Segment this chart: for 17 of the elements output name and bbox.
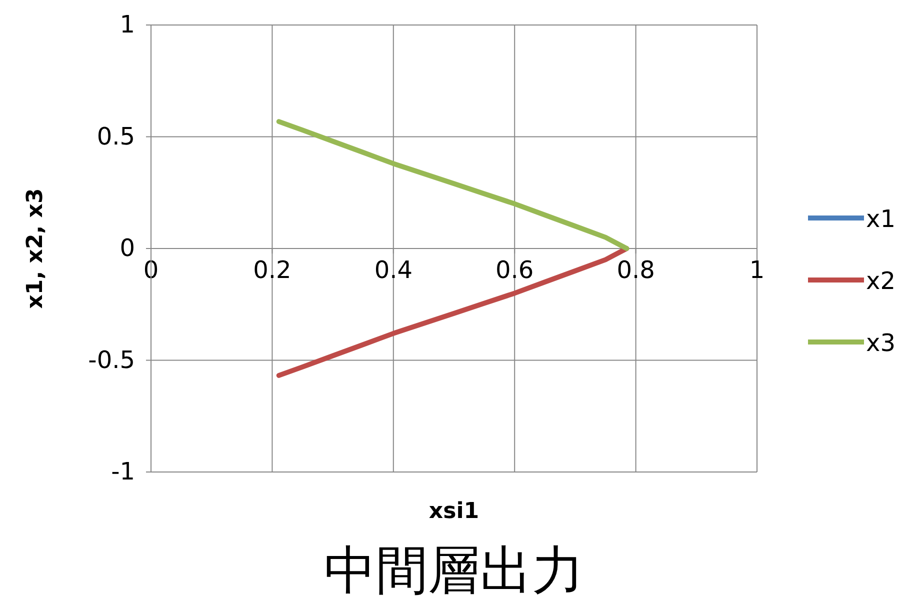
legend-label: x1 — [866, 205, 896, 233]
x-tick-label: 0.8 — [616, 256, 655, 284]
x-axis-title: xsi1 — [428, 499, 480, 524]
x-tick-label: 0.4 — [374, 256, 412, 284]
y-tick-label: 0.5 — [96, 122, 135, 150]
y-axis-title: x1, x2, x3 — [23, 188, 48, 309]
x-tick-label: 0.6 — [496, 256, 534, 284]
x-tick-label: 0.2 — [253, 256, 292, 284]
y-tick-label: -1 — [111, 458, 135, 486]
legend-label: x3 — [866, 329, 896, 357]
x-tick-label: 1 — [749, 256, 765, 284]
y-tick-label: -0.5 — [88, 346, 135, 374]
x-tick-label: 0 — [143, 256, 159, 284]
text: 中間層出力 — [324, 541, 584, 596]
y-tick-label: 1 — [120, 10, 135, 39]
legend-label: x2 — [866, 267, 896, 295]
y-tick-label: 0 — [120, 234, 135, 262]
